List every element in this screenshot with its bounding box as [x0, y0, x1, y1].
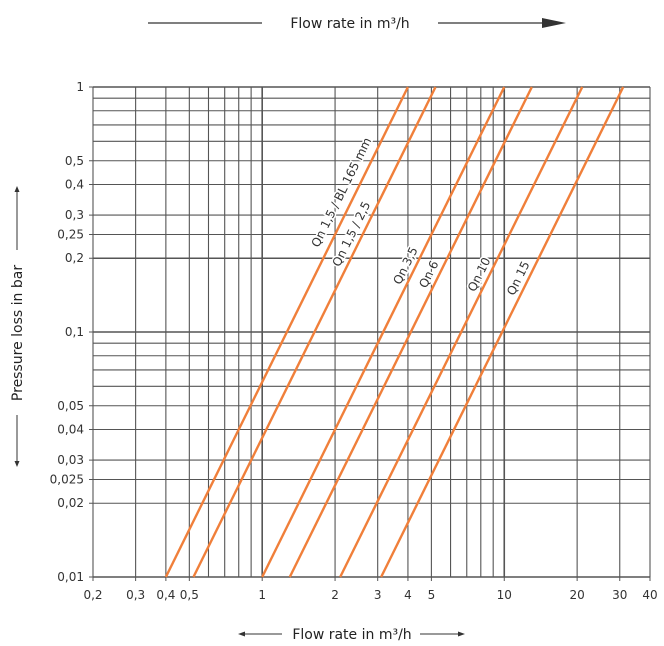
top-axis-title: Flow rate in m³/h [290, 16, 409, 32]
y-tick-label: 0,2 [65, 251, 84, 265]
y-tick-label: 0,25 [57, 228, 84, 242]
y-tick-label: 1 [76, 80, 84, 94]
x-tick-label: 2 [331, 588, 339, 602]
series-line [339, 86, 584, 578]
x-tick-label: 10 [497, 588, 512, 602]
y-tick-labels: 0,01 0,02 0,025 0,03 0,04 0,05 0,1 0,2 0,25 0,3 0,… [50, 80, 93, 584]
x-tick-label: 0,5 [180, 588, 199, 602]
x-tick-label: 1 [258, 588, 266, 602]
y-tick-label: 0,03 [57, 453, 84, 467]
series-label: Qn 6 [416, 258, 441, 290]
y-tick-label: 0,02 [57, 496, 84, 510]
series-line [380, 86, 625, 578]
y-tick-label: 0,01 [57, 570, 84, 584]
x-tick-labels: 0,2 0,3 0,4 0,5 1 2 3 4 5 10 20 30 40 [83, 577, 658, 602]
y-title-arrow-down-icon [14, 461, 20, 467]
x-tick-label: 4 [404, 588, 412, 602]
x-tick-label: 0,3 [126, 588, 145, 602]
x-tick-label: 3 [374, 588, 382, 602]
bottom-title-arrow-left-icon [238, 631, 245, 637]
y-tick-label: 0,5 [65, 154, 84, 168]
y-tick-label: 0,1 [65, 325, 84, 339]
x-tick-label: 30 [612, 588, 627, 602]
top-title-arrow-icon [542, 18, 566, 28]
series-line [164, 86, 410, 578]
bottom-axis-title-group: Flow rate in m³/h [238, 627, 465, 643]
bottom-axis-title: Flow rate in m³/h [292, 627, 411, 643]
y-tick-label: 0,025 [50, 473, 84, 487]
y-axis-title-group: Pressure loss in bar [10, 186, 26, 467]
x-tick-label: 20 [569, 588, 584, 602]
series-line [192, 86, 437, 578]
x-tick-label: 5 [428, 588, 436, 602]
series-line [288, 86, 533, 578]
x-tick-label: 40 [642, 588, 657, 602]
plot-grid [92, 86, 651, 578]
y-tick-label: 0,3 [65, 208, 84, 222]
top-axis-title-group: Flow rate in m³/h [148, 16, 566, 32]
y-title-arrow-up-icon [14, 186, 20, 192]
y-tick-label: 0,4 [65, 177, 84, 191]
bottom-title-arrow-right-icon [458, 631, 465, 637]
y-tick-label: 0,05 [57, 399, 84, 413]
y-tick-label: 0,04 [57, 422, 84, 436]
series-line [261, 86, 506, 578]
x-tick-label: 0,4 [156, 588, 175, 602]
series-lines [164, 86, 625, 578]
x-tick-label: 0,2 [83, 588, 102, 602]
y-axis-title: Pressure loss in bar [10, 265, 26, 401]
